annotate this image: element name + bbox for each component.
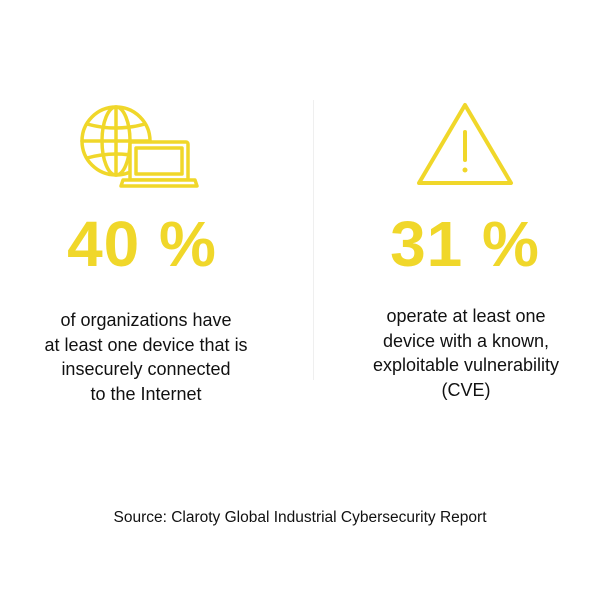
source-caption: Source: Claroty Global Industrial Cybers… — [113, 509, 487, 526]
stat-description: of organizations have at least one devic… — [44, 310, 248, 404]
stat-description: operate at least one device with a known… — [372, 306, 560, 400]
globe-laptop-icon — [80, 105, 199, 188]
stat-known-vulnerability: 31 % operate at least one device with a … — [300, 0, 600, 430]
warning-triangle-icon — [417, 103, 513, 185]
stat-internet-exposure: 40 % of organizations have at least one … — [0, 0, 300, 430]
stat-value: 40 % — [67, 208, 217, 280]
stat-value: 31 % — [390, 208, 540, 280]
divider — [313, 100, 314, 380]
